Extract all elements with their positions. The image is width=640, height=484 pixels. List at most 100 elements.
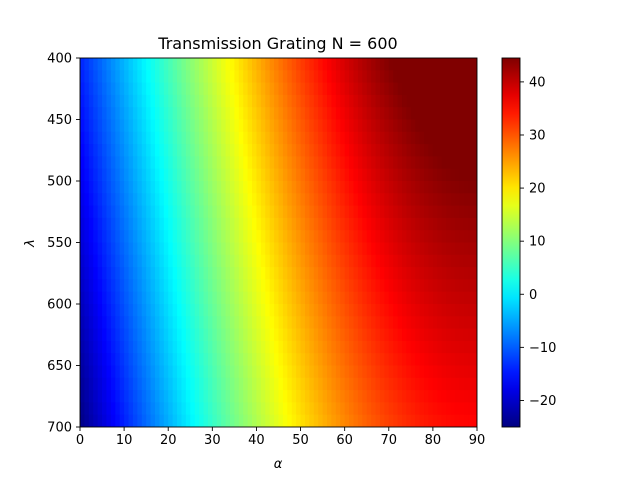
heatmap-cell [115, 304, 121, 317]
heatmap-cell [154, 390, 160, 403]
heatmap-cell [172, 291, 178, 305]
heatmap-cell [468, 70, 474, 84]
heatmap-cell [256, 254, 262, 268]
heatmap-cell [150, 365, 156, 379]
heatmap-cell [437, 156, 443, 170]
heatmap-cell [199, 82, 205, 96]
heatmap-cell [207, 402, 213, 416]
heatmap-cell [190, 279, 196, 293]
heatmap-cell [393, 181, 399, 194]
heatmap-cell [132, 70, 138, 84]
heatmap-cell [88, 107, 94, 121]
heatmap-cell [282, 254, 288, 268]
heatmap-cell [106, 205, 112, 219]
heatmap-cell [172, 242, 178, 256]
heatmap-cell [463, 291, 469, 305]
heatmap-cell [146, 377, 152, 391]
heatmap-cell [468, 390, 474, 403]
heatmap-cell [80, 131, 86, 145]
heatmap-cell [327, 414, 333, 427]
heatmap-cell [296, 217, 302, 231]
heatmap-cell [388, 82, 394, 96]
heatmap-cell [80, 291, 86, 305]
heatmap-cell [225, 291, 231, 305]
heatmap-cell [106, 94, 112, 108]
heatmap-cell [119, 70, 125, 84]
heatmap-cell [388, 94, 394, 108]
heatmap-cell [278, 390, 284, 403]
heatmap-cell [454, 217, 460, 231]
heatmap-cell [402, 340, 408, 354]
heatmap-cell [463, 377, 469, 391]
heatmap-cell [265, 58, 271, 71]
heatmap-cell [252, 70, 258, 84]
heatmap-cell [168, 267, 174, 280]
heatmap-cell [274, 365, 280, 379]
heatmap-cell [93, 156, 99, 170]
heatmap-cell [393, 82, 399, 96]
heatmap-cell [468, 365, 474, 379]
heatmap-cell [146, 230, 152, 244]
heatmap-cell [419, 168, 425, 182]
heatmap-cell [327, 131, 333, 145]
heatmap-cell [106, 254, 112, 268]
heatmap-cell [371, 254, 377, 268]
heatmap-cell [441, 193, 447, 207]
heatmap-cell [366, 119, 372, 133]
heatmap-cell [463, 365, 469, 379]
heatmap-cell [357, 402, 363, 416]
heatmap-cell [331, 181, 337, 194]
heatmap-cell [282, 242, 288, 256]
heatmap-cell [410, 193, 416, 207]
heatmap-cell [313, 119, 319, 133]
heatmap-cell [463, 58, 469, 71]
heatmap-cell [291, 107, 297, 121]
heatmap-cell [397, 205, 403, 219]
heatmap-cell [357, 168, 363, 182]
heatmap-cell [340, 353, 346, 367]
heatmap-cell [419, 230, 425, 244]
heatmap-cell [291, 82, 297, 96]
heatmap-cell [234, 340, 240, 354]
heatmap-cell [282, 316, 288, 330]
heatmap-cell [344, 58, 350, 71]
heatmap-cell [472, 402, 477, 416]
heatmap-cell [146, 193, 152, 207]
heatmap-cell [406, 58, 412, 71]
heatmap-cell [221, 131, 227, 145]
heatmap-cell [247, 291, 253, 305]
heatmap-cell [379, 181, 385, 194]
heatmap-cell [234, 242, 240, 256]
heatmap-cell [287, 254, 293, 268]
heatmap-cell [269, 340, 275, 354]
heatmap-cell [437, 402, 443, 416]
heatmap-cell [415, 94, 421, 108]
heatmap-cell [260, 254, 266, 268]
heatmap-cell [102, 291, 108, 305]
heatmap-cell [115, 181, 121, 194]
heatmap-cell [252, 144, 258, 157]
heatmap-cell [318, 390, 324, 403]
heatmap-cell [402, 377, 408, 391]
heatmap-cell [322, 402, 328, 416]
heatmap-cell [313, 230, 319, 244]
heatmap-cell [168, 193, 174, 207]
heatmap-cell [88, 168, 94, 182]
heatmap-cell [388, 304, 394, 317]
heatmap-cell [212, 304, 218, 317]
heatmap-cell [446, 304, 452, 317]
heatmap-cell [150, 316, 156, 330]
heatmap-cell [313, 242, 319, 256]
heatmap-cell [406, 205, 412, 219]
heatmap-cell [106, 328, 112, 342]
heatmap-cell [393, 168, 399, 182]
heatmap-cell [216, 156, 222, 170]
heatmap-cell [154, 230, 160, 244]
heatmap-cell [287, 156, 293, 170]
heatmap-cell [397, 390, 403, 403]
heatmap-cell [194, 402, 200, 416]
heatmap-cell [371, 304, 377, 317]
heatmap-cell [379, 131, 385, 145]
heatmap-cell [163, 291, 169, 305]
heatmap-cell [181, 181, 187, 194]
